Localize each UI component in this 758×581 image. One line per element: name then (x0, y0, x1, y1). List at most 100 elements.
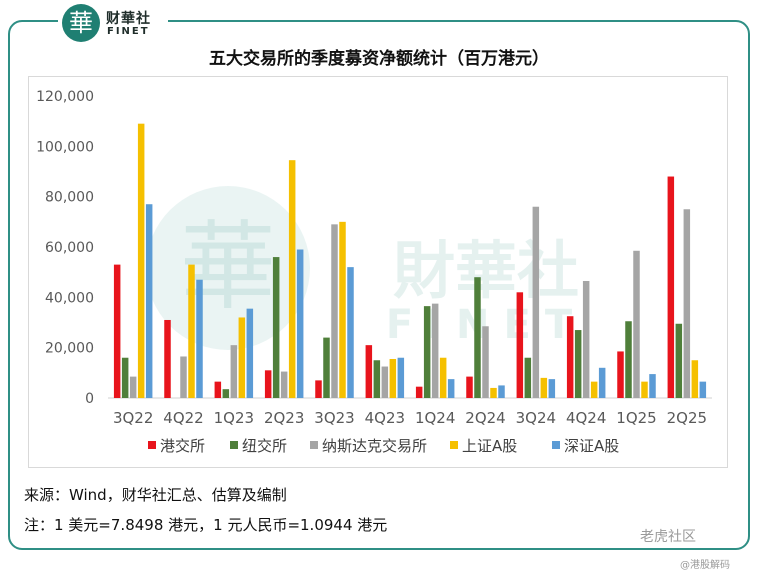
bar (196, 279, 203, 398)
legend-label: 深证A股 (564, 437, 619, 455)
bar (238, 317, 246, 398)
bar (649, 374, 656, 398)
legend-swatch (230, 441, 238, 449)
bar (466, 376, 473, 398)
finet-logo: 華 财華社 FINET (58, 0, 168, 46)
bar (397, 357, 405, 398)
y-tick-label: 40,000 (45, 290, 94, 306)
legend-swatch (148, 441, 156, 449)
bar (137, 123, 145, 399)
bar (339, 221, 346, 398)
x-tick-label: 4Q24 (566, 409, 606, 427)
logo-en-text: FINET (107, 26, 150, 37)
bar (667, 176, 675, 398)
tiger-community-watermark: 老虎社区 (640, 529, 696, 545)
bar (113, 264, 121, 398)
watermark-seal-char: 華 (180, 211, 276, 323)
bar (373, 360, 381, 398)
bar (582, 280, 590, 398)
legend-swatch (552, 441, 560, 449)
bar (490, 387, 497, 398)
bar (222, 389, 230, 398)
x-tick-label: 3Q24 (516, 409, 556, 427)
y-tick-label: 80,000 (45, 190, 94, 206)
legend-swatch (450, 441, 458, 449)
x-tick-label: 4Q23 (365, 409, 405, 427)
watermark-seal-icon (146, 186, 310, 350)
x-tick-label: 1Q25 (616, 409, 656, 427)
bar (423, 306, 431, 398)
bar (129, 376, 137, 398)
bar (164, 319, 171, 398)
y-tick-label: 0 (85, 391, 94, 407)
x-tick-label: 2Q25 (667, 409, 707, 427)
watermark-cn: 財華社 (393, 234, 579, 307)
bar (180, 356, 187, 398)
y-tick-label: 60,000 (45, 240, 94, 256)
chart-area (28, 76, 728, 468)
bar (381, 366, 389, 398)
note-text: 注：1 美元=7.8498 港元，1 元人民币=1.0944 港元 (24, 516, 388, 534)
bar (540, 377, 548, 398)
bar (280, 371, 288, 398)
bar (598, 367, 606, 398)
account-watermark: @港股解码 (680, 560, 730, 571)
bar (431, 303, 439, 399)
bar (288, 160, 296, 398)
y-tick-label: 120,000 (36, 89, 94, 105)
bar (574, 330, 582, 398)
bar (121, 357, 129, 398)
logo-cn-text: 财華社 (106, 11, 151, 27)
bar (365, 345, 373, 398)
bar (524, 357, 532, 398)
chart-title: 五大交易所的季度募资净额统计（百万港元） (209, 49, 549, 69)
bar (566, 316, 574, 398)
bar (482, 326, 489, 398)
logo-seal-icon: 華 (62, 4, 100, 42)
bar (323, 337, 330, 398)
bar (498, 385, 505, 398)
bar (699, 381, 707, 398)
bar (617, 351, 624, 398)
bar (296, 249, 304, 398)
bar (447, 379, 455, 399)
y-tick-label: 100,000 (36, 139, 94, 155)
legend-label: 上证A股 (462, 437, 517, 455)
bar (272, 257, 280, 398)
x-tick-label: 1Q24 (415, 409, 455, 427)
bar (145, 204, 153, 398)
y-tick-label: 20,000 (45, 341, 94, 357)
bar (641, 381, 648, 398)
bar (474, 277, 481, 398)
bar (675, 323, 683, 398)
x-tick-label: 3Q22 (113, 409, 153, 427)
x-tick-label: 3Q23 (314, 409, 354, 427)
bar (230, 345, 238, 398)
bar (347, 267, 354, 398)
x-tick-label: 2Q23 (264, 409, 304, 427)
bar (625, 321, 632, 398)
bar (590, 381, 598, 398)
legend-label: 纽交所 (242, 437, 287, 455)
bar (315, 380, 322, 398)
x-tick-label: 2Q24 (465, 409, 505, 427)
legend-label: 纳斯达克交易所 (322, 437, 427, 455)
legend-label: 港交所 (160, 437, 205, 455)
bar (439, 357, 447, 398)
bar (532, 206, 540, 398)
bar (683, 209, 691, 398)
x-tick-label: 4Q22 (163, 409, 203, 427)
bar (389, 358, 397, 398)
bar (246, 308, 254, 398)
bar (188, 264, 195, 398)
bar (331, 224, 338, 398)
bar (548, 379, 556, 399)
bar (214, 381, 222, 398)
bar (516, 292, 524, 398)
bar (264, 370, 272, 398)
bar (415, 386, 423, 398)
bar (633, 250, 640, 398)
legend-swatch (310, 441, 318, 449)
bar (691, 360, 699, 398)
